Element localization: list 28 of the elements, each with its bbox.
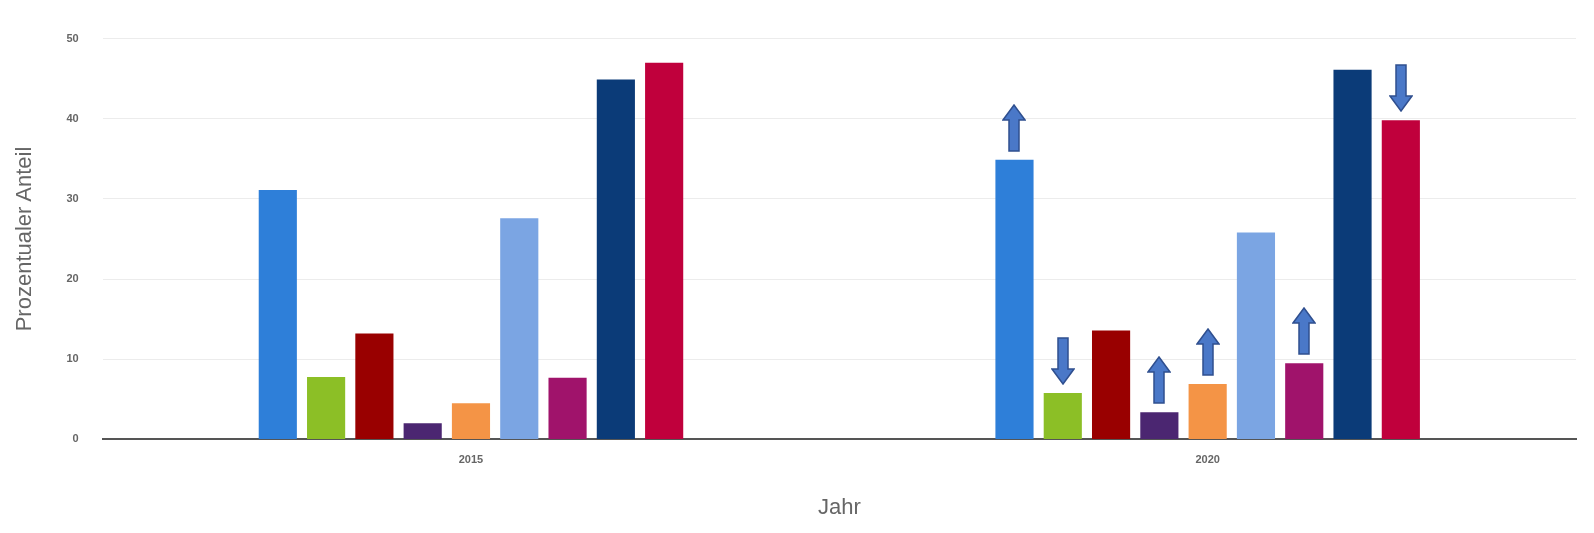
y-tick-label: 40 — [66, 111, 79, 124]
bar — [307, 376, 346, 439]
bar — [995, 159, 1034, 439]
bar — [1043, 392, 1082, 439]
x-tick-label: 2015 — [458, 453, 484, 466]
x-axis-title: Jahr — [817, 493, 861, 519]
bar — [451, 403, 491, 439]
bar — [403, 423, 442, 439]
bar — [258, 190, 297, 439]
bar — [1236, 232, 1276, 439]
bar — [1140, 412, 1179, 439]
bar — [500, 218, 539, 439]
y-axis-title: Prozentualer Anteil — [11, 146, 37, 332]
y-tick-label: 0 — [72, 432, 79, 445]
bar — [1381, 120, 1420, 439]
bar — [1285, 363, 1324, 439]
y-tick-label: 50 — [66, 31, 79, 44]
bar — [355, 333, 394, 439]
y-tick-label: 30 — [66, 191, 79, 204]
bar — [1092, 330, 1131, 439]
bar — [1333, 69, 1372, 439]
bar — [645, 62, 684, 439]
bar — [1188, 384, 1227, 439]
bar — [548, 377, 587, 439]
y-tick-label: 20 — [66, 272, 79, 285]
bar — [596, 79, 635, 439]
y-tick-label: 10 — [66, 352, 79, 365]
x-tick-label: 2020 — [1195, 453, 1220, 466]
